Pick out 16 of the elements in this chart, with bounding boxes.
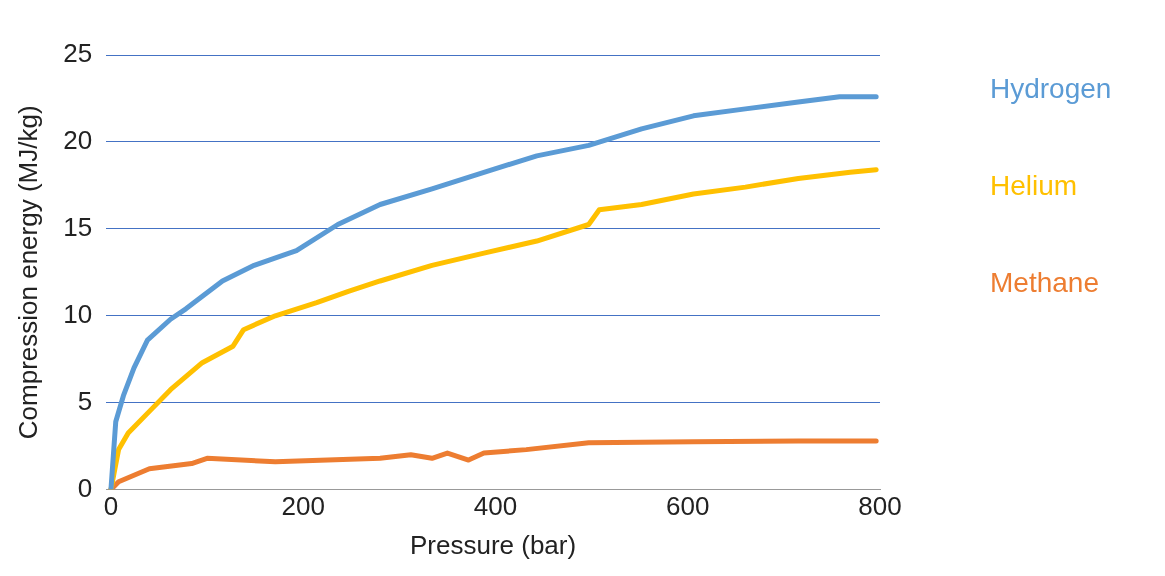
y-axis-title: Compression energy (MJ/kg) [12,105,43,440]
y-tick-label: 20 [63,125,93,156]
x-tick-label: 600 [666,491,710,522]
text: Helium [990,170,1078,202]
text: Hydrogen [990,72,1112,104]
y-tick-label: 5 [77,385,93,416]
x-tick-label: 400 [473,491,518,522]
x-tick-label: 0 [103,491,119,522]
y-tick-label: 10 [63,298,93,329]
y-tick-label: 15 [63,212,93,243]
x-axis-title: Pressure (bar) [409,529,577,560]
x-tick-label: 200 [281,491,325,522]
y-tick-label: 0 [77,472,93,503]
x-tick-label: 800 [858,491,902,522]
text: Methane [990,267,1099,299]
y-tick-label: 25 [63,38,93,69]
